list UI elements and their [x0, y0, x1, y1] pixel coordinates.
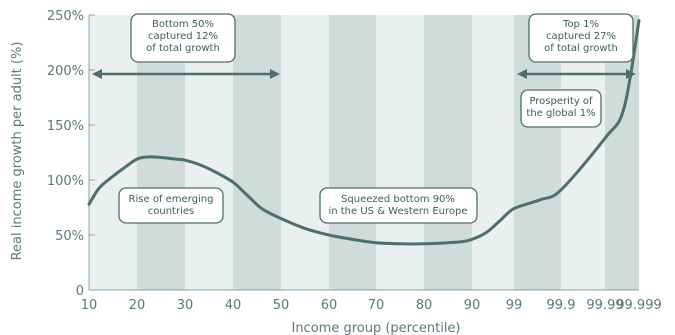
x-tick-label: 60: [321, 298, 338, 313]
prosperity-annotation-line: Prosperity of: [529, 96, 593, 107]
series-line: [87, 19, 641, 246]
squeezed-annotation-line: Squeezed bottom 90%: [341, 194, 455, 205]
top-1-annotation-line: captured 27%: [546, 31, 616, 42]
y-tick-label: 50%: [55, 229, 84, 244]
bottom-50-arrow-head-right: [270, 69, 280, 79]
bottom-50-annotation-box: [130, 13, 236, 63]
x-tick-label: 99: [506, 298, 523, 313]
x-tick-label: 90: [464, 298, 481, 313]
y-tick-label: 150%: [47, 119, 84, 134]
band-7: [424, 15, 472, 290]
band-0: [89, 15, 137, 290]
bottom-50-annotation-line: of total growth: [146, 43, 220, 54]
emerging-annotation-line: Rise of emerging: [129, 194, 214, 205]
x-tick-label: 40: [225, 298, 242, 313]
bottom-50-arrow-head-left: [92, 69, 102, 79]
annotations: Bottom 50%captured 12%of total growthTop…: [118, 13, 634, 224]
x-tick-label: 30: [177, 298, 194, 313]
x-tick-label: 99.9: [547, 298, 576, 313]
squeezed-annotation-box: [319, 187, 478, 224]
x-axis-title: Income group (percentile): [291, 321, 460, 335]
x-tick-label: 99.99: [586, 298, 623, 313]
top-1-annotation-box: [528, 13, 634, 63]
band-5: [329, 15, 376, 290]
band-4: [281, 15, 329, 290]
top-1-annotation: Top 1%captured 27%of total growth: [528, 13, 634, 63]
emerging-annotation-box: [118, 187, 224, 224]
x-tick-label: 50: [273, 298, 290, 313]
band-3: [233, 15, 281, 290]
top-1-arrow-head-left: [517, 69, 527, 79]
bottom-50-annotation-line: Bottom 50%: [152, 19, 214, 30]
x-tick-label: 10: [81, 298, 98, 313]
top-1-annotation-line: of total growth: [544, 43, 618, 54]
prosperity-annotation-line: the global 1%: [526, 108, 595, 119]
y-tick-label: 0: [76, 284, 84, 299]
emerging-annotation-line: countries: [148, 206, 194, 217]
bottom-50-annotation: Bottom 50%captured 12%of total growth: [130, 13, 236, 63]
axes: [88, 15, 639, 291]
x-tick-label: 80: [416, 298, 433, 313]
y-tick-label: 100%: [47, 174, 84, 189]
y-tick-label: 250%: [47, 9, 84, 24]
x-tick-label: 20: [129, 298, 146, 313]
band-8: [472, 15, 514, 290]
x-tick-label: 99.999: [616, 298, 662, 313]
squeezed-annotation-line: in the US & Western Europe: [328, 206, 467, 217]
range-arrows: [92, 69, 636, 79]
prosperity-annotation-box: [520, 89, 602, 128]
x-tick-label: 70: [368, 298, 385, 313]
y-axis-title: Real income growth per adult (%): [10, 42, 25, 261]
squeezed-annotation: Squeezed bottom 90%in the US & Western E…: [319, 187, 478, 224]
y-axis-ticks: 0 50% 100% 150% 200% 250%: [47, 9, 95, 299]
y-tick-label: 200%: [47, 64, 84, 79]
bottom-50-annotation-line: captured 12%: [148, 31, 218, 42]
band-6: [376, 15, 424, 290]
top-1-annotation-line: Top 1%: [562, 19, 599, 30]
